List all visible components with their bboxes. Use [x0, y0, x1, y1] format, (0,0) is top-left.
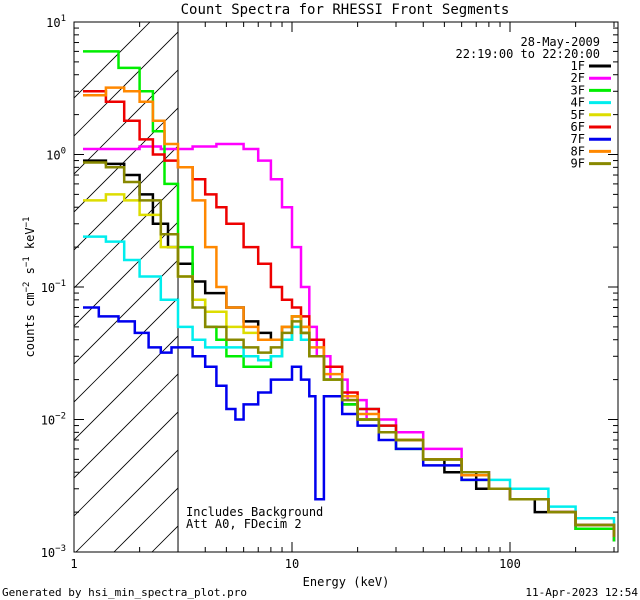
hatch-line — [74, 31, 179, 137]
series-line-3f — [83, 50, 616, 542]
hatch-line — [74, 69, 179, 175]
hatch-line — [74, 259, 179, 365]
legend-label-4f: 4F — [571, 96, 585, 110]
series-line-2f — [83, 142, 616, 542]
y-tick-label: 100 — [46, 147, 66, 163]
legend-label-6f: 6F — [571, 120, 585, 134]
legend-label-1f: 1F — [571, 59, 585, 73]
y-tick-label: 10−1 — [41, 279, 66, 295]
legend-label-9f: 9F — [571, 157, 585, 171]
x-tick-label: 10 — [285, 557, 299, 571]
series-layer — [83, 22, 616, 552]
axis-ticks: 1 10 100 10−3 10−2 10−1 100 101 — [41, 14, 618, 571]
hatched-region — [74, 2, 640, 572]
hatch-line — [74, 297, 179, 403]
series-line-6f — [83, 90, 616, 537]
annotation-attenuator: Att A0, FDecim 2 — [186, 517, 302, 531]
chart-title: Count Spectra for RHESSI Front Segments — [181, 2, 510, 18]
hatch-line — [398, 2, 640, 572]
hatch-line — [322, 2, 640, 572]
y-tick-label: 10−2 — [41, 412, 66, 428]
hatch-line — [113, 487, 179, 552]
hatch-line — [284, 2, 640, 572]
x-tick-label: 100 — [499, 557, 521, 571]
series-line-5f — [83, 193, 616, 537]
annotation-background: Includes Background — [186, 505, 323, 519]
y-axis-label: counts cm−2 s−1 keV−1 — [22, 217, 37, 358]
footer-timestamp: 11-Apr-2023 12:54 — [525, 586, 638, 599]
y-tick-label: 101 — [46, 14, 66, 30]
hatch-line — [74, 411, 179, 517]
legend-label-7f: 7F — [571, 132, 585, 146]
legend-label-5f: 5F — [571, 108, 585, 122]
hatch-line — [151, 525, 179, 552]
date-text: 28-May-2009 — [521, 35, 600, 49]
series-line-9f — [83, 161, 616, 537]
hatch-line — [74, 373, 179, 479]
hatch-line — [170, 2, 640, 572]
x-tick-label: 1 — [70, 557, 77, 571]
x-axis-label: Energy (keV) — [303, 575, 390, 589]
footer-generated-by: Generated by hsi_min_spectra_plot.pro — [2, 586, 247, 599]
legend-label-3f: 3F — [571, 83, 585, 97]
y-tick-label: 10−3 — [41, 544, 66, 560]
hatch-line — [75, 449, 179, 552]
hatch-line — [74, 221, 179, 327]
hatch-line — [74, 22, 151, 99]
time-range-text: 22:19:00 to 22:20:00 — [456, 47, 601, 61]
hatch-line — [360, 2, 640, 572]
hatch-line — [550, 2, 640, 572]
legend-label-8f: 8F — [571, 144, 585, 158]
legend-label-2f: 2F — [571, 71, 585, 85]
